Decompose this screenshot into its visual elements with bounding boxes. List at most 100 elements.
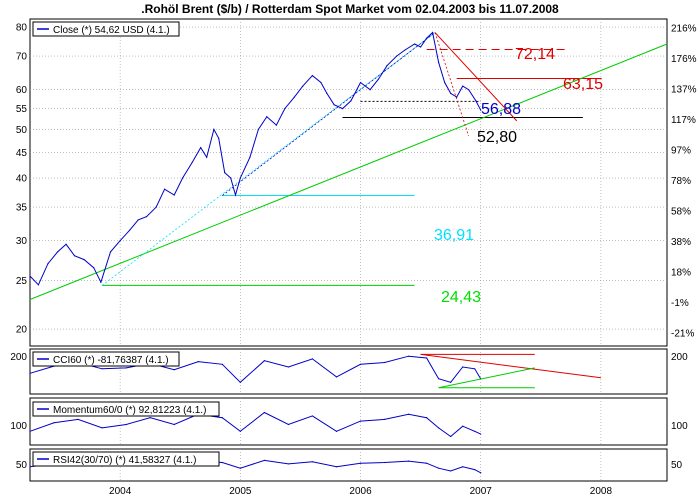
cci-point-12 xyxy=(311,358,314,360)
rsi-tick-right: 50 xyxy=(671,460,683,471)
cci-point-4 xyxy=(125,367,127,369)
close-point-15 xyxy=(164,188,166,190)
close-point-13 xyxy=(145,216,148,218)
close-point-32 xyxy=(293,96,296,98)
close-point-51 xyxy=(444,81,446,84)
close-point-47 xyxy=(420,46,422,48)
trendline-green xyxy=(29,43,668,300)
close-point-2 xyxy=(47,263,49,265)
rsi-point-22 xyxy=(480,472,482,474)
rsi-point-9 xyxy=(239,467,241,469)
y-tick-right-0: 216% xyxy=(671,24,697,35)
close-point-44 xyxy=(395,55,398,57)
rsi-legend-box xyxy=(32,451,220,467)
rsi-point-11 xyxy=(287,463,290,465)
close-point-55 xyxy=(468,89,470,91)
close-point-50 xyxy=(438,61,440,64)
momentum-point-3 xyxy=(101,427,103,429)
close-point-23 xyxy=(224,172,226,174)
momentum-point-9 xyxy=(239,430,241,432)
close-point-29 xyxy=(266,116,268,118)
momentum-point-14 xyxy=(359,420,362,422)
momentum-point-5 xyxy=(149,417,151,419)
cci-point-18 xyxy=(438,378,440,380)
cci-point-19 xyxy=(450,381,452,383)
cci-point-3 xyxy=(101,368,103,370)
y-tick-left-60: 60 xyxy=(16,85,28,96)
close-point-1 xyxy=(37,284,40,286)
close-point-3 xyxy=(57,251,59,253)
close-point-28 xyxy=(257,128,259,131)
close-point-30 xyxy=(275,124,277,126)
close-point-18 xyxy=(191,161,193,163)
cci-point-0 xyxy=(29,372,31,374)
x-tick-label-2006: 2006 xyxy=(349,486,372,497)
y-tick-left-35: 35 xyxy=(16,203,28,214)
close-price-line xyxy=(29,31,482,286)
close-point-17 xyxy=(182,177,184,179)
main-legend: Close (*) 54,62 USD (4.1.) xyxy=(53,25,170,36)
x-tick-label-2005: 2005 xyxy=(229,486,252,497)
close-point-4 xyxy=(65,243,67,245)
y-tick-left-80: 80 xyxy=(16,23,28,34)
momentum-point-13 xyxy=(335,430,338,432)
y-tick-right-6: 58% xyxy=(671,207,691,218)
x-tick-label-2004: 2004 xyxy=(109,486,132,497)
close-point-12 xyxy=(137,219,139,221)
cci-panel-frame xyxy=(29,348,668,395)
y-tick-left-25: 25 xyxy=(16,276,28,287)
close-point-27 xyxy=(249,156,251,158)
close-point-37 xyxy=(333,104,335,106)
cci-point-16 xyxy=(407,355,410,357)
close-point-53 xyxy=(456,96,458,98)
cci-tick-left: 200 xyxy=(10,352,27,363)
close-point-31 xyxy=(284,108,286,110)
close-point-35 xyxy=(320,81,322,84)
cci-point-14 xyxy=(359,363,362,365)
rsi-point-13 xyxy=(335,466,338,468)
y-tick-left-20: 20 xyxy=(16,325,28,336)
chart-title: .Rohöl Brent ($/b) / Rotterdam Spot Mark… xyxy=(141,2,559,16)
momentum-point-17 xyxy=(426,417,428,419)
rsi-point-10 xyxy=(263,459,265,461)
annotation-36-91: 36,91 xyxy=(434,227,474,244)
close-point-48 xyxy=(426,37,428,39)
annotation-72-14: 72,14 xyxy=(515,46,555,63)
close-point-49 xyxy=(432,31,434,34)
momentum-point-15 xyxy=(383,418,386,420)
close-point-42 xyxy=(377,78,380,80)
momentum-legend-box xyxy=(32,401,220,417)
close-point-33 xyxy=(302,85,304,87)
y-tick-left-40: 40 xyxy=(16,174,28,185)
close-point-11 xyxy=(129,229,131,231)
rsi-point-0 xyxy=(29,466,31,468)
cci-tick-right: 200 xyxy=(671,352,688,363)
y-tick-left-45: 45 xyxy=(16,148,28,159)
close-point-5 xyxy=(73,255,76,257)
cci-point-7 xyxy=(197,361,199,363)
close-point-26 xyxy=(239,177,241,179)
cci-point-11 xyxy=(287,366,290,368)
close-point-0 xyxy=(29,275,31,277)
close-point-45 xyxy=(404,49,406,51)
close-point-34 xyxy=(311,75,314,77)
rsi-point-18 xyxy=(438,467,440,469)
momentum-point-22 xyxy=(480,433,482,435)
momentum-tick-right: 100 xyxy=(671,421,688,432)
momentum-point-6 xyxy=(173,423,175,426)
downtrend-red-dashed xyxy=(434,32,470,137)
y-tick-right-5: 78% xyxy=(671,176,691,187)
y-tick-left-30: 30 xyxy=(16,236,28,247)
momentum-point-12 xyxy=(311,415,314,417)
momentum-legend: Momentum60/0 (*) 92,81223 (4.1.) xyxy=(53,405,206,416)
close-point-56 xyxy=(475,100,477,102)
annotation-56-88: 56,88 xyxy=(481,101,521,118)
rsi-point-12 xyxy=(311,461,314,463)
cci-point-8 xyxy=(221,363,223,365)
close-point-41 xyxy=(369,89,371,91)
fan-blue xyxy=(222,32,436,196)
rsi-point-16 xyxy=(407,460,410,462)
y-tick-right-10: -21% xyxy=(671,329,694,340)
close-point-38 xyxy=(341,108,344,110)
